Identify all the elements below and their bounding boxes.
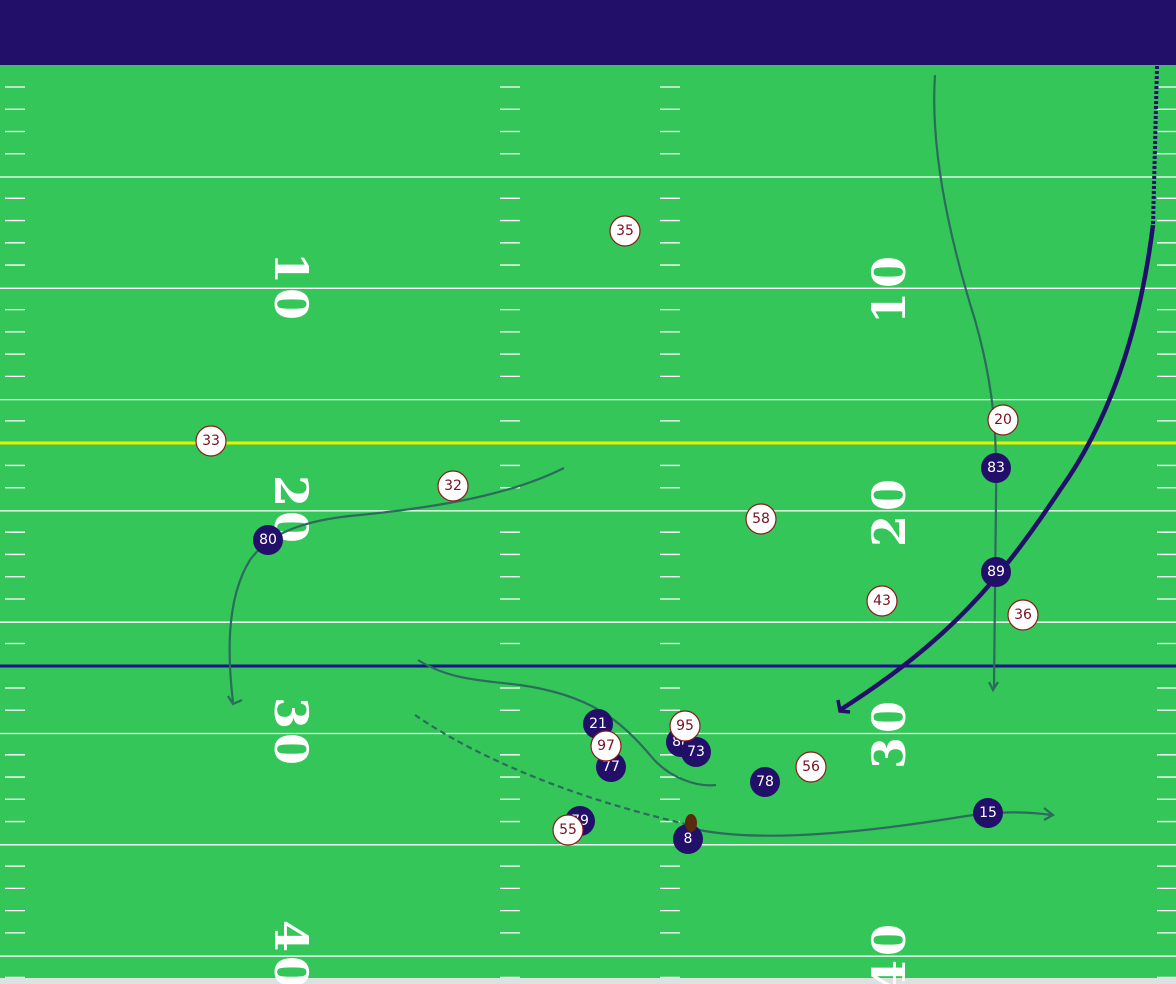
player-number: 35 [616, 223, 634, 239]
player-number: 95 [676, 718, 694, 734]
player-number: 15 [979, 805, 997, 821]
route [414, 714, 691, 827]
offense-player [973, 798, 1003, 828]
route [689, 811, 1053, 837]
routes [227, 65, 1159, 837]
player-number: 55 [559, 822, 577, 838]
player-number: 73 [687, 744, 705, 760]
defense-player [552, 814, 584, 846]
route-arrow [1043, 807, 1055, 821]
player-number: 58 [752, 511, 770, 527]
route-arrow [227, 695, 243, 706]
route [838, 224, 1156, 712]
top-bar [0, 0, 1176, 65]
player-number: 89 [987, 564, 1005, 580]
route-arrow [836, 699, 851, 714]
player-number: 77 [602, 759, 620, 775]
defense-player [987, 404, 1019, 436]
route-arrow [988, 681, 999, 693]
defense-player [866, 585, 898, 617]
defense-player [437, 470, 469, 502]
offense-player [750, 767, 780, 797]
field [0, 65, 1176, 978]
player-number: 78 [756, 774, 774, 790]
offense-player [981, 453, 1011, 483]
player-number: 97 [597, 738, 615, 754]
player-number: 56 [802, 759, 820, 775]
defense-player [795, 751, 827, 783]
yard-number: 30 [264, 697, 318, 769]
defense-player [609, 215, 641, 247]
football [685, 814, 697, 832]
defense-player [590, 730, 622, 762]
yard-number: 30 [862, 697, 916, 769]
player-number: 32 [444, 478, 462, 494]
offense-player [681, 737, 711, 767]
route [933, 74, 998, 689]
yard-number: 40 [862, 920, 916, 984]
player-number: 33 [202, 433, 220, 449]
route [417, 659, 717, 787]
route [1151, 65, 1159, 226]
player-number: 8 [684, 831, 693, 847]
yard-number: 10 [264, 252, 318, 324]
yard-number: 40 [264, 920, 318, 984]
player-number: 36 [1014, 607, 1032, 623]
yard-number: 20 [862, 475, 916, 547]
defense-player [195, 425, 227, 457]
offense-player [673, 824, 703, 854]
player-number: 80 [259, 532, 277, 548]
player-number: 43 [873, 593, 891, 609]
route [228, 467, 565, 703]
players: 8083892188737778798153533322058433695975… [195, 215, 1039, 854]
yard-number: 10 [862, 252, 916, 324]
player-number: 21 [589, 716, 607, 732]
defense-player [1007, 599, 1039, 631]
offense-player [253, 525, 283, 555]
offense-player [981, 557, 1011, 587]
player-number: 83 [987, 460, 1005, 476]
defense-player [669, 710, 701, 742]
player-number: 20 [994, 412, 1012, 428]
defense-player [745, 503, 777, 535]
